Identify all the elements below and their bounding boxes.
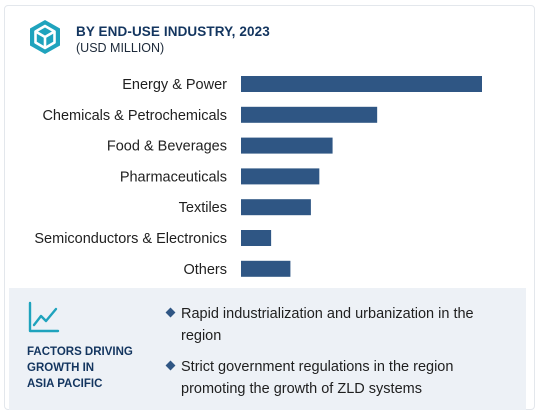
category-label: Chemicals & Petrochemicals [42,108,227,124]
factors-title-line: ASIA PACIFIC [27,378,103,390]
chart-title: BY END-USE INDUSTRY, 2023 [76,24,270,39]
category-label: Food & Beverages [107,139,227,155]
bar [241,168,320,185]
factors-title-line: FACTORS DRIVING [27,346,133,358]
factor-text: Strict government regulations in the reg… [181,359,454,397]
bar [241,199,311,216]
category-label: Semiconductors & Electronics [34,231,227,247]
cube-logo-icon [30,20,60,54]
diamond-bullet-icon [165,307,176,318]
factors-title: FACTORS DRIVING GROWTH IN ASIA PACIFIC [27,344,157,392]
category-label: Energy & Power [122,77,227,93]
factors-title-line: GROWTH IN [27,362,95,374]
bar [241,76,482,92]
bar [241,230,272,246]
category-label: Pharmaceuticals [120,169,227,185]
bar [241,260,291,277]
trend-chart-icon [28,301,60,333]
bar [241,106,378,123]
diamond-bullet-icon [165,360,176,371]
category-label: Textiles [179,200,227,216]
factors-panel: FACTORS DRIVING GROWTH IN ASIA PACIFIC R… [9,288,526,410]
chart-subtitle: (USD MILLION) [76,41,165,55]
bar [241,137,333,154]
factor-text: Rapid industrialization and urbanization… [181,306,474,344]
bar-chart: Energy & Power Chemicals & Petrochemicals… [34,76,482,278]
category-label: Others [183,262,227,278]
